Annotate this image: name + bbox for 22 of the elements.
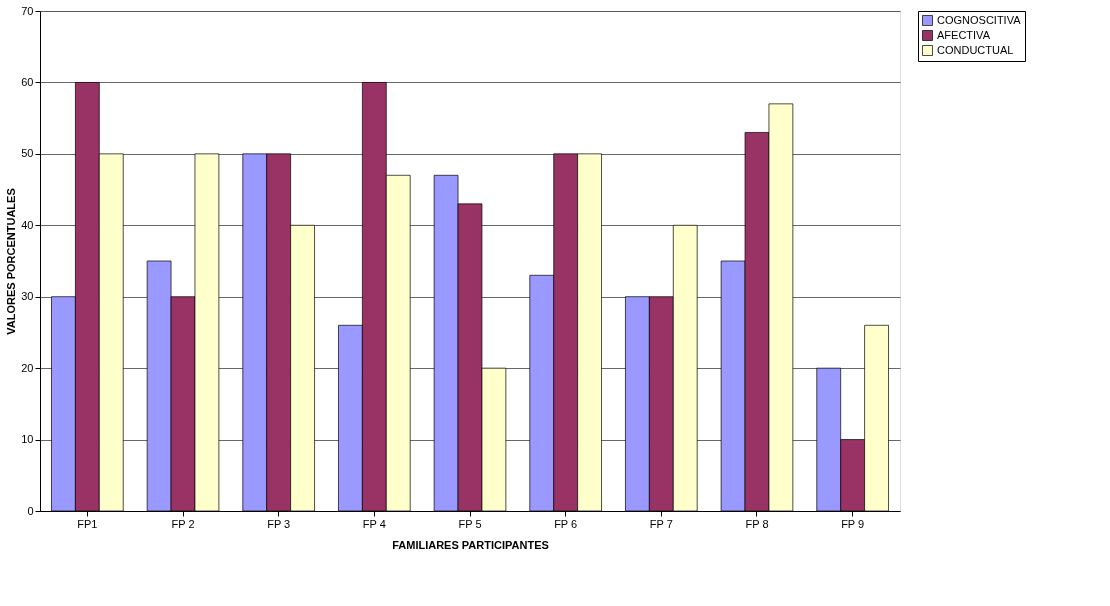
x-tick-label: FP 6 [554, 517, 578, 530]
x-tick-label: FP 5 [458, 517, 482, 530]
y-tick-label: 30 [21, 290, 34, 303]
legend-label: CONDUCTUAL [937, 43, 1014, 56]
x-tick-label: FP1 [77, 517, 98, 530]
y-tick-label: 0 [27, 504, 34, 517]
x-tick-label: FP 9 [841, 517, 865, 530]
y-tick-label: 10 [21, 433, 34, 446]
x-tick-label: FP 3 [267, 517, 291, 530]
y-tick-label: 60 [21, 75, 34, 88]
y-tick-label: 40 [21, 218, 34, 231]
legend-label: AFECTIVA [937, 28, 991, 41]
x-tick-label: FP 8 [745, 517, 769, 530]
y-tick-label: 70 [21, 4, 34, 17]
y-axis-title: VALORES PORCENTUALES [5, 188, 18, 335]
x-axis-title: FAMILIARES PARTICIPANTES [392, 538, 549, 551]
x-tick-label: FP 7 [649, 517, 673, 530]
legend-label: COGNOSCITIVA [937, 13, 1022, 26]
y-tick-label: 20 [21, 361, 34, 374]
x-tick-label: FP 4 [362, 517, 386, 530]
y-tick-label: 50 [21, 147, 34, 160]
x-tick-label: FP 2 [171, 517, 195, 530]
